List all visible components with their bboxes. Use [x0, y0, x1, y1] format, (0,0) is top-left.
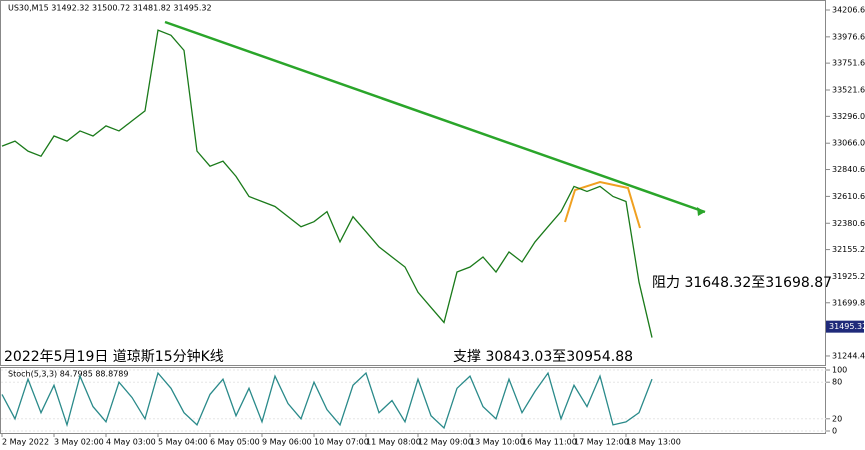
price-line	[1, 371, 653, 430]
y-tick-label: 33296.00	[832, 112, 865, 121]
y-tick-label: 33066.00	[832, 139, 865, 148]
last-price-box	[826, 320, 864, 333]
resistance-note: 阻力 31648.32至31698.87	[652, 275, 832, 291]
y-tick-label: 33751.60	[832, 59, 865, 68]
x-tick-label: 5 May 04:00	[158, 438, 208, 447]
x-tick-label: 10 May 07:00	[314, 438, 369, 447]
chart-caption: 2022年5月19日 道琼斯15分钟K线	[4, 348, 224, 365]
x-tick-label: 11 May 08:00	[366, 438, 421, 447]
last-price-label: 31495.32	[829, 322, 865, 331]
y-tick-label: 32155.20	[832, 245, 865, 254]
y-tick-label: 32380.60	[832, 219, 865, 228]
support-note: 支撑 30843.03至30954.88	[453, 349, 633, 365]
y-tick-label: 32840.60	[832, 165, 865, 174]
x-tick-label: 12 May 09:00	[418, 438, 473, 447]
x-tick-label: 3 May 02:00	[54, 438, 104, 447]
y-tick-label: 34206.60	[832, 5, 865, 14]
stoch-pane	[0, 367, 826, 434]
y-tick-label: 0	[832, 427, 837, 436]
price-line	[1, 29, 653, 338]
x-tick-label: 9 May 06:00	[262, 438, 312, 447]
stoch-title: Stoch(5,3,3) 84.7985 88.8789	[8, 370, 128, 379]
x-tick-label: 16 May 11:00	[522, 438, 577, 447]
x-tick-label: 4 May 03:00	[106, 438, 156, 447]
orange-mark	[564, 180, 641, 229]
y-tick-label: 31244.40	[832, 351, 865, 360]
x-tick-label: 17 May 12:00	[574, 438, 629, 447]
y-tick-label: 31925.20	[832, 272, 865, 281]
x-tick-label: 6 May 05:00	[210, 438, 260, 447]
x-tick-label: 18 May 13:00	[626, 438, 681, 447]
y-tick-label: 33521.60	[832, 85, 865, 94]
y-tick-label: 20	[832, 414, 842, 423]
y-tick-label: 100	[832, 366, 847, 375]
arrow-head	[697, 207, 705, 216]
main-pane	[0, 0, 826, 366]
y-tick-label: 32610.60	[832, 192, 865, 201]
y-tick-label: 33976.60	[832, 32, 865, 41]
x-tick-label: 2 May 2022	[2, 438, 49, 447]
trend-line	[164, 20, 706, 214]
x-tick-label: 13 May 10:00	[470, 438, 525, 447]
y-tick-label: 80	[832, 378, 842, 387]
main-title: US30,M15 31492.32 31500.72 31481.82 3149…	[8, 4, 212, 13]
y-tick-label: 31699.80	[832, 298, 865, 307]
